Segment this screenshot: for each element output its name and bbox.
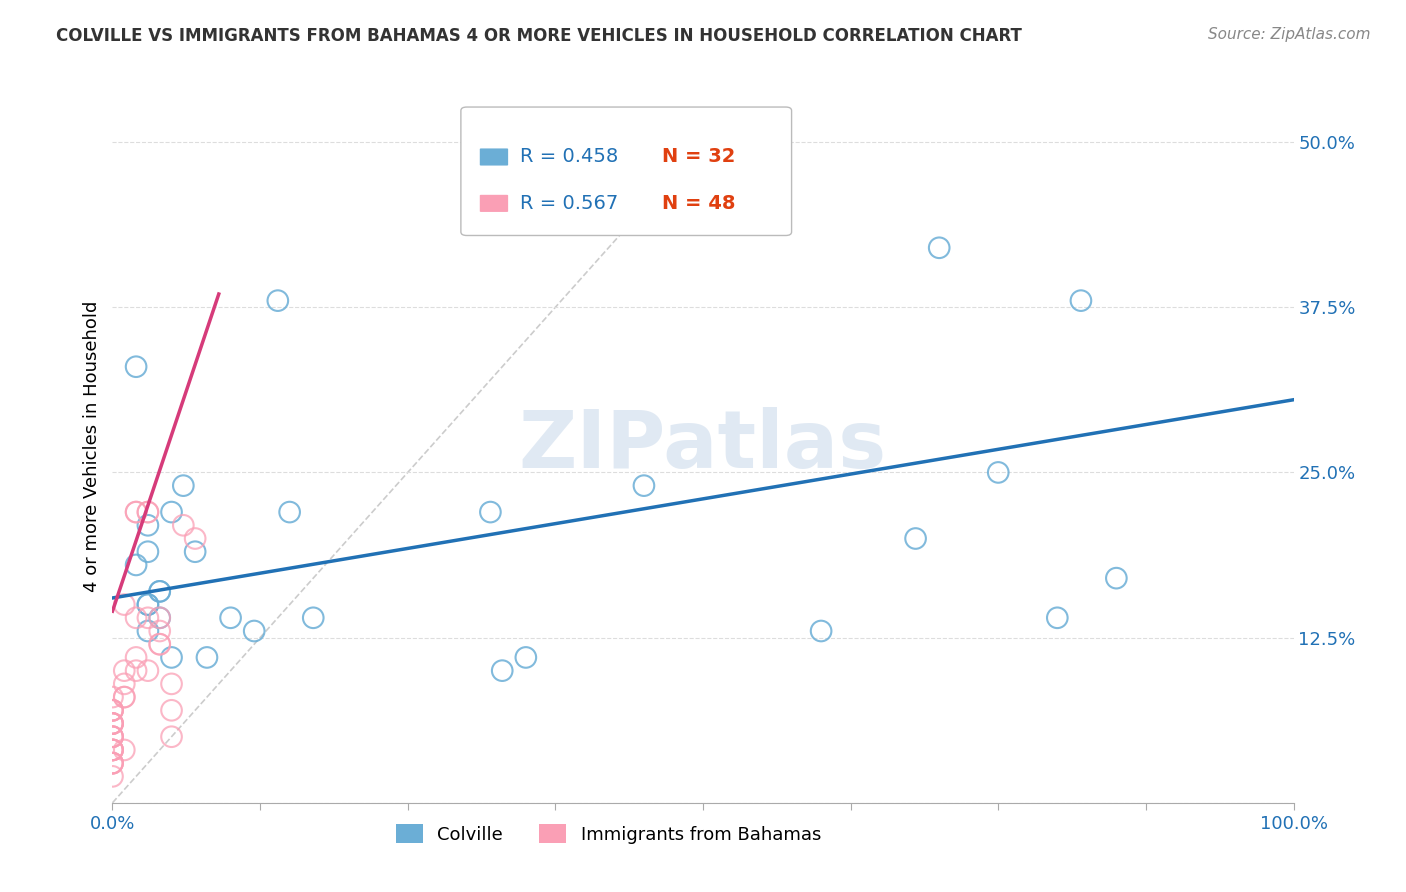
- Point: [633, 478, 655, 492]
- Point: [101, 743, 124, 757]
- Point: [125, 650, 148, 665]
- Point: [302, 611, 325, 625]
- Point: [515, 650, 537, 665]
- Text: Source: ZipAtlas.com: Source: ZipAtlas.com: [1208, 27, 1371, 42]
- Point: [136, 611, 159, 625]
- Point: [160, 505, 183, 519]
- Point: [101, 690, 124, 704]
- Point: [125, 505, 148, 519]
- Point: [479, 505, 502, 519]
- Point: [160, 677, 183, 691]
- FancyBboxPatch shape: [461, 107, 792, 235]
- Point: [112, 598, 135, 612]
- Point: [101, 703, 124, 717]
- Point: [125, 611, 148, 625]
- Point: [136, 598, 159, 612]
- Text: COLVILLE VS IMMIGRANTS FROM BAHAMAS 4 OR MORE VEHICLES IN HOUSEHOLD CORRELATION : COLVILLE VS IMMIGRANTS FROM BAHAMAS 4 OR…: [56, 27, 1022, 45]
- Text: R = 0.458: R = 0.458: [520, 147, 619, 167]
- Point: [219, 611, 242, 625]
- Point: [172, 518, 194, 533]
- Point: [101, 756, 124, 771]
- Point: [112, 664, 135, 678]
- Point: [243, 624, 266, 638]
- Point: [125, 359, 148, 374]
- Text: N = 32: N = 32: [662, 147, 735, 167]
- Point: [101, 743, 124, 757]
- Point: [136, 518, 159, 533]
- Point: [125, 664, 148, 678]
- Point: [136, 664, 159, 678]
- Point: [195, 650, 218, 665]
- Point: [101, 730, 124, 744]
- Point: [101, 743, 124, 757]
- Point: [149, 611, 172, 625]
- Text: R = 0.567: R = 0.567: [520, 194, 619, 213]
- Point: [101, 703, 124, 717]
- Point: [149, 584, 172, 599]
- Point: [160, 730, 183, 744]
- Point: [112, 677, 135, 691]
- Legend: Colville, Immigrants from Bahamas: Colville, Immigrants from Bahamas: [388, 817, 828, 851]
- Point: [101, 716, 124, 731]
- Point: [172, 478, 194, 492]
- Point: [149, 637, 172, 651]
- FancyBboxPatch shape: [479, 194, 508, 212]
- Point: [987, 466, 1010, 480]
- Point: [125, 505, 148, 519]
- Point: [149, 584, 172, 599]
- Point: [101, 703, 124, 717]
- Point: [112, 690, 135, 704]
- Text: N = 48: N = 48: [662, 194, 735, 213]
- Point: [184, 532, 207, 546]
- Point: [136, 545, 159, 559]
- Point: [112, 743, 135, 757]
- Point: [1105, 571, 1128, 585]
- Point: [101, 756, 124, 771]
- Point: [101, 716, 124, 731]
- Point: [160, 703, 183, 717]
- Point: [101, 716, 124, 731]
- Point: [160, 650, 183, 665]
- Point: [149, 611, 172, 625]
- Point: [550, 175, 572, 189]
- Point: [101, 716, 124, 731]
- Point: [101, 756, 124, 771]
- Point: [1070, 293, 1092, 308]
- Point: [136, 624, 159, 638]
- Y-axis label: 4 or more Vehicles in Household: 4 or more Vehicles in Household: [83, 301, 101, 591]
- Point: [278, 505, 301, 519]
- Point: [149, 624, 172, 638]
- Point: [101, 756, 124, 771]
- Point: [101, 703, 124, 717]
- Point: [101, 743, 124, 757]
- Point: [125, 558, 148, 572]
- Point: [101, 716, 124, 731]
- Point: [101, 730, 124, 744]
- Point: [267, 293, 290, 308]
- Point: [101, 730, 124, 744]
- Point: [810, 624, 832, 638]
- Point: [1046, 611, 1069, 625]
- Point: [904, 532, 927, 546]
- Point: [149, 637, 172, 651]
- Point: [112, 690, 135, 704]
- Point: [101, 769, 124, 783]
- Text: ZIPatlas: ZIPatlas: [519, 407, 887, 485]
- Point: [928, 241, 950, 255]
- Point: [136, 505, 159, 519]
- Point: [136, 505, 159, 519]
- Point: [101, 743, 124, 757]
- Point: [491, 664, 513, 678]
- Point: [101, 730, 124, 744]
- Point: [184, 545, 207, 559]
- Point: [136, 598, 159, 612]
- FancyBboxPatch shape: [479, 148, 508, 166]
